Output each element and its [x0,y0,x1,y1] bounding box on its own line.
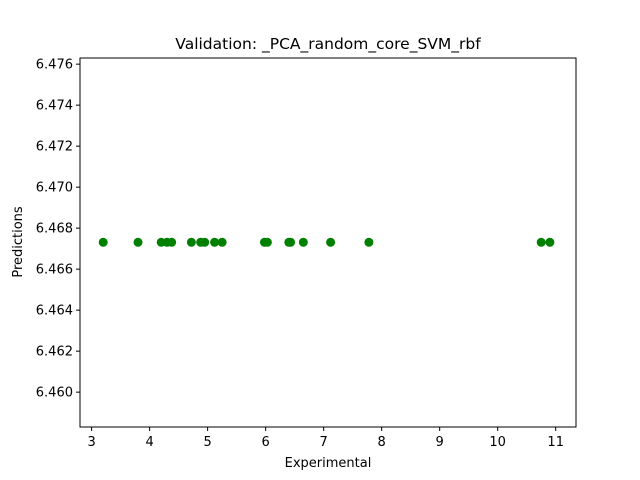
y-tick-label: 6.476 [36,58,73,73]
data-point [536,237,546,247]
x-tick-label: 6 [261,435,269,450]
y-tick-label: 6.462 [36,345,73,360]
x-axis-label: Experimental [285,456,372,471]
y-tick-label: 6.472 [36,140,73,155]
data-point [326,237,336,247]
x-tick-label: 4 [145,435,153,450]
data-point [286,237,296,247]
x-tick-label: 5 [203,435,211,450]
chart-title: Validation: _PCA_random_core_SVM_rbf [175,35,481,54]
data-point [364,237,374,247]
y-tick-label: 6.460 [36,386,73,401]
x-axis: 3 4 5 6 7 8 9 10 11 [87,427,564,450]
plot-frame [79,57,577,428]
y-tick-label: 6.468 [36,222,73,237]
x-tick-label: 3 [87,435,95,450]
data-point [98,237,108,247]
x-tick-label: 9 [436,435,444,450]
y-tick-label: 6.466 [36,263,73,278]
y-tick-label: 6.470 [36,181,73,196]
y-tick-label: 6.474 [36,99,73,114]
x-tick-label: 11 [547,435,564,450]
y-tick-label: 6.464 [36,304,73,319]
y-axis: 6.460 6.462 6.464 6.466 6.468 6.470 6.472 6.474… [36,58,80,401]
data-point [200,237,210,247]
x-tick-label: 10 [489,435,506,450]
x-tick-label: 7 [320,435,328,450]
data-point [262,237,272,247]
data-point [133,237,143,247]
y-axis-label: Predictions [11,206,26,278]
data-point [186,237,196,247]
data-point [210,237,220,247]
data-point [217,237,227,247]
data-point [167,237,177,247]
plot-area [98,237,555,247]
data-point [298,237,308,247]
data-point [545,237,555,247]
x-tick-label: 8 [378,435,386,450]
